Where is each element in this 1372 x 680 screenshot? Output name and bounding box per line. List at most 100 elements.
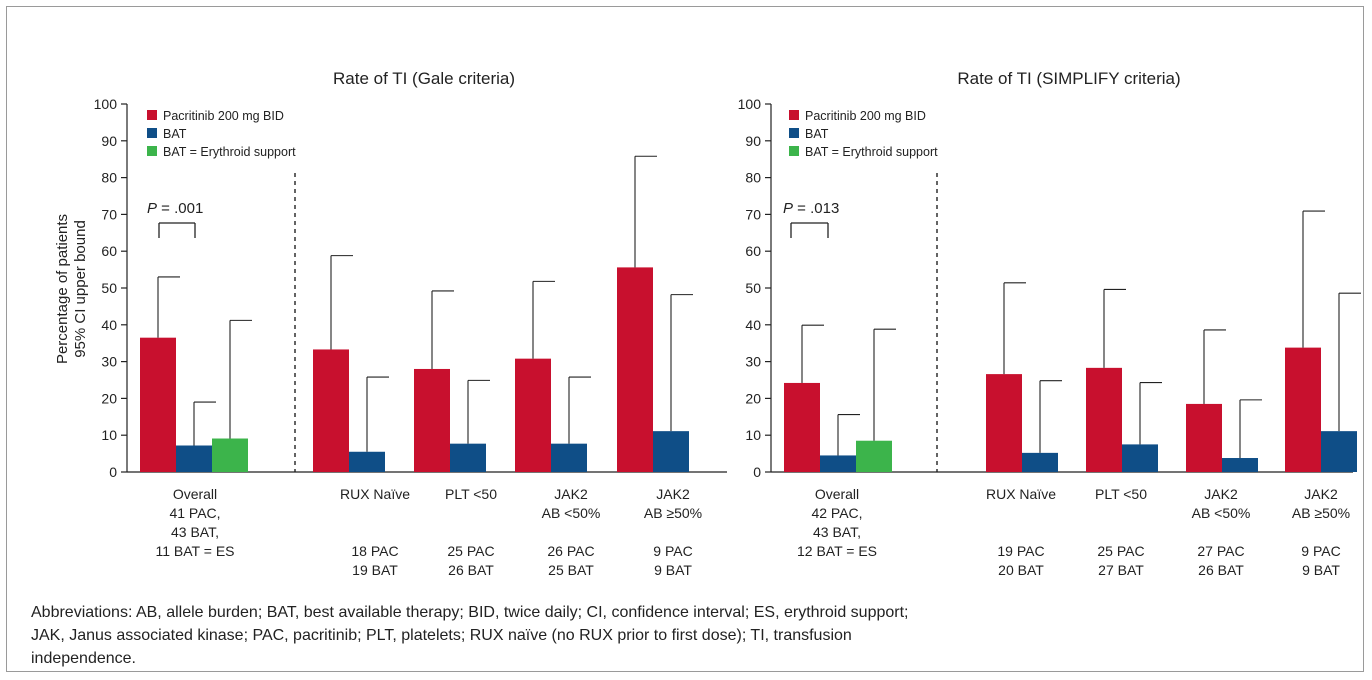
legend-label: BAT = Erythroid support: [163, 145, 296, 159]
x-sample-size-label: 27 PAC: [1197, 543, 1244, 559]
legend-swatch: [789, 110, 799, 120]
bar: [414, 368, 450, 472]
x-category-label: PLT <50: [445, 486, 497, 502]
x-sample-size-label: 42 PAC,: [811, 505, 862, 521]
x-sample-size-label: 26 BAT: [448, 562, 494, 578]
y-tick-label: 90: [745, 133, 761, 149]
x-sample-size-label: 19 PAC: [997, 543, 1044, 559]
y-tick-label: 50: [745, 280, 761, 296]
legend-swatch: [147, 146, 157, 156]
y-tick-label: 70: [745, 206, 761, 222]
x-category-label: JAK2: [1204, 486, 1238, 502]
bar: [617, 267, 653, 472]
x-sample-size-label: 9 PAC: [653, 543, 692, 559]
x-category-label: AB <50%: [1192, 505, 1251, 521]
bar: [1186, 403, 1222, 472]
p-value-annotation: P = .013: [783, 200, 839, 217]
chart-title: Rate of TI (SIMPLIFY criteria): [957, 69, 1180, 88]
y-tick-label: 60: [101, 243, 117, 259]
y-tick-label: 60: [745, 243, 761, 259]
y-tick-label: 100: [94, 96, 118, 112]
bar: [1022, 452, 1058, 472]
x-sample-size-label: 26 PAC: [547, 543, 594, 559]
bar: [1285, 347, 1321, 472]
bar: [784, 382, 820, 472]
x-category-label: AB ≥50%: [644, 505, 702, 521]
y-tick-label: 50: [101, 280, 117, 296]
bar: [140, 337, 176, 472]
y-axis-title: Percentage of patients: [54, 214, 71, 364]
x-sample-size-label: 25 PAC: [447, 543, 494, 559]
bar: [820, 455, 856, 472]
x-sample-size-label: 20 BAT: [998, 562, 1044, 578]
bar: [1321, 431, 1357, 472]
x-sample-size-label: 9 BAT: [654, 562, 692, 578]
figure-canvas: Rate of TI (Gale criteria) 0 10 20 30 40 50 60 7…: [54, 69, 1361, 578]
y-tick-label: 70: [101, 206, 117, 222]
x-category-label: AB <50%: [542, 505, 601, 521]
x-category-label: JAK2: [1304, 486, 1338, 502]
bar: [1222, 458, 1258, 472]
x-sample-size-label: 19 BAT: [352, 562, 398, 578]
y-tick-label: 30: [745, 354, 761, 370]
x-sample-size-label: 27 BAT: [1098, 562, 1144, 578]
y-tick-label: 20: [101, 390, 117, 406]
y-tick-label: 40: [101, 317, 117, 333]
x-sample-size-label: 9 PAC: [1301, 543, 1340, 559]
x-category-label: PLT <50: [1095, 486, 1147, 502]
bar: [212, 438, 248, 472]
abbreviations-footnote: Abbreviations: AB, allele burden; BAT, b…: [31, 604, 909, 667]
y-tick-label: 100: [738, 96, 762, 112]
x-sample-size-label: 41 PAC,: [169, 505, 220, 521]
y-tick-label: 40: [745, 317, 761, 333]
bar: [176, 445, 212, 472]
y-tick-label: 80: [745, 170, 761, 186]
y-tick-label: 30: [101, 354, 117, 370]
bar: [1086, 367, 1122, 472]
legend-swatch: [147, 110, 157, 120]
legend-label: BAT: [163, 127, 187, 141]
legend-label: BAT: [805, 127, 829, 141]
x-sample-size-label: 11 BAT = ES: [156, 543, 235, 559]
y-tick-label: 20: [745, 390, 761, 406]
bar: [856, 440, 892, 472]
legend-swatch: [147, 128, 157, 138]
bar: [515, 358, 551, 472]
y-tick-label: 80: [101, 170, 117, 186]
x-sample-size-label: 12 BAT = ES: [797, 543, 877, 559]
y-tick-label: 0: [753, 464, 761, 480]
x-category-label: RUX Naïve: [340, 486, 410, 502]
y-axis-title: 95% CI upper bound: [72, 220, 89, 358]
y-tick-label: 10: [101, 427, 117, 443]
legend-label: Pacritinib 200 mg BID: [805, 109, 926, 123]
p-value-annotation: P = .001: [147, 200, 203, 217]
x-category-label: Overall: [815, 486, 859, 502]
y-tick-label: 0: [109, 464, 117, 480]
x-sample-size-label: 9 BAT: [1302, 562, 1340, 578]
x-sample-size-label: 18 PAC: [351, 543, 398, 559]
figure-frame: Rate of TI (Gale criteria) 0 10 20 30 40 50 60 7…: [6, 6, 1364, 672]
x-sample-size-label: 25 PAC: [1097, 543, 1144, 559]
bar: [551, 443, 587, 472]
legend-label: Pacritinib 200 mg BID: [163, 109, 284, 123]
x-sample-size-label: 43 BAT,: [813, 524, 861, 540]
legend-swatch: [789, 146, 799, 156]
legend-label: BAT = Erythroid support: [805, 145, 938, 159]
bar: [653, 431, 689, 472]
x-category-label: Overall: [173, 486, 217, 502]
bar: [450, 443, 486, 472]
chart-title: Rate of TI (Gale criteria): [333, 69, 515, 88]
x-sample-size-label: 43 BAT,: [171, 524, 219, 540]
x-category-label: JAK2: [554, 486, 588, 502]
x-sample-size-label: 26 BAT: [1198, 562, 1244, 578]
x-sample-size-label: 25 BAT: [548, 562, 594, 578]
bar: [313, 349, 349, 472]
x-category-label: AB ≥50%: [1292, 505, 1350, 521]
legend-swatch: [789, 128, 799, 138]
bar: [349, 451, 385, 472]
x-category-label: RUX Naïve: [986, 486, 1056, 502]
x-category-label: JAK2: [656, 486, 690, 502]
y-tick-label: 90: [101, 133, 117, 149]
bar: [1122, 444, 1158, 472]
bar: [986, 374, 1022, 472]
